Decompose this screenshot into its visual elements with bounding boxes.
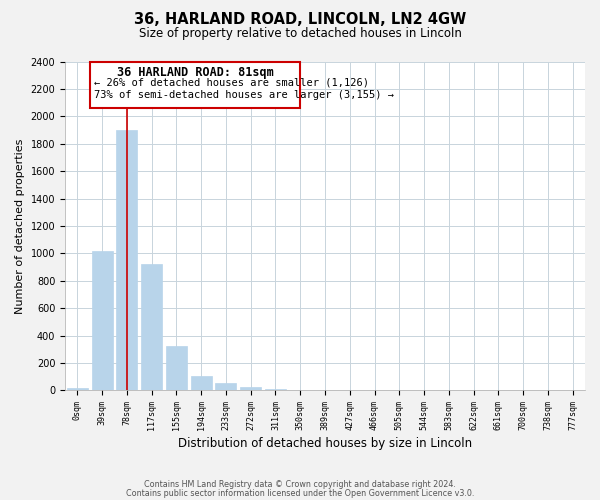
- Text: ← 26% of detached houses are smaller (1,126): ← 26% of detached houses are smaller (1,…: [94, 78, 368, 88]
- Bar: [92, 250, 113, 390]
- Text: Contains public sector information licensed under the Open Government Licence v3: Contains public sector information licen…: [126, 488, 474, 498]
- Y-axis label: Number of detached properties: Number of detached properties: [15, 138, 25, 314]
- X-axis label: Distribution of detached houses by size in Lincoln: Distribution of detached houses by size …: [178, 437, 472, 450]
- Bar: [141, 264, 162, 390]
- Bar: [166, 346, 187, 391]
- Bar: [215, 384, 236, 390]
- Text: Contains HM Land Registry data © Crown copyright and database right 2024.: Contains HM Land Registry data © Crown c…: [144, 480, 456, 489]
- Text: 36, HARLAND ROAD, LINCOLN, LN2 4GW: 36, HARLAND ROAD, LINCOLN, LN2 4GW: [134, 12, 466, 28]
- Text: Size of property relative to detached houses in Lincoln: Size of property relative to detached ho…: [139, 28, 461, 40]
- Bar: [191, 376, 212, 390]
- Bar: [90, 62, 300, 108]
- Bar: [116, 130, 137, 390]
- Text: 36 HARLAND ROAD: 81sqm: 36 HARLAND ROAD: 81sqm: [116, 66, 274, 78]
- Text: 73% of semi-detached houses are larger (3,155) →: 73% of semi-detached houses are larger (…: [94, 90, 394, 101]
- Bar: [240, 387, 261, 390]
- Bar: [265, 389, 286, 390]
- Bar: [67, 388, 88, 390]
